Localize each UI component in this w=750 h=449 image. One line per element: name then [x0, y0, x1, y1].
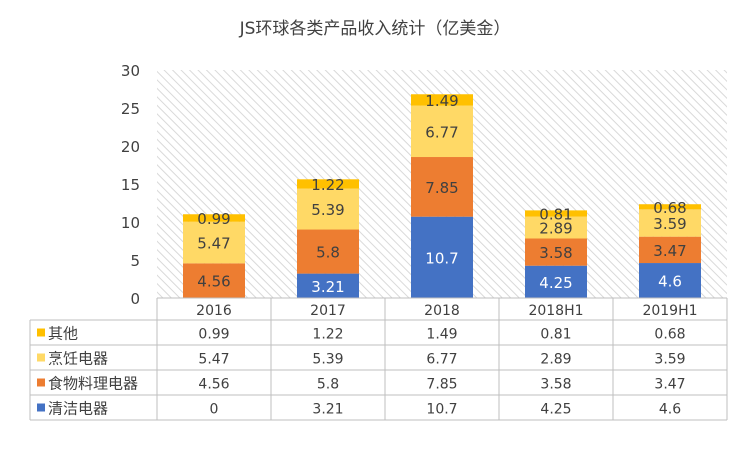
y-tick-label: 25 [121, 100, 140, 118]
bar-value-label: 3.47 [653, 242, 686, 260]
x-category-label: 2018H1 [528, 303, 583, 319]
bar-segment [639, 263, 701, 298]
x-category-label: 2018 [424, 303, 460, 319]
bar-segment [525, 238, 587, 266]
bar-segment [525, 216, 587, 239]
table-cell: 6.77 [426, 352, 457, 368]
table-cell: 0.68 [654, 327, 685, 343]
bar-value-label: 5.8 [316, 244, 340, 262]
bar-value-label: 4.25 [539, 274, 572, 292]
table-cell: 4.56 [198, 377, 229, 393]
table-cell: 3.47 [654, 377, 685, 393]
bar-value-label: 3.58 [539, 244, 572, 262]
bar-value-label: 6.77 [425, 123, 458, 141]
table-cell: 3.21 [312, 402, 343, 418]
bar-value-label: 10.7 [425, 249, 458, 267]
bar-value-label: 5.39 [311, 201, 344, 219]
y-tick-label: 5 [130, 252, 140, 270]
table-cell: 0 [210, 402, 219, 418]
y-tick-label: 30 [121, 62, 140, 80]
bar-segment [525, 210, 587, 217]
bar-segment [411, 94, 473, 106]
bar-value-label: 2.89 [539, 220, 572, 238]
bar-value-label: 4.56 [197, 273, 230, 291]
table-cell: 7.85 [426, 377, 457, 393]
bars-group: 4.56 5.47 0.99 3.21 5.8 5.39 1.22 10.7 7.85 6.77 1… [183, 92, 701, 298]
legend-swatch [37, 403, 45, 412]
table-cell: 5.8 [317, 377, 339, 393]
bar-segment [183, 263, 245, 298]
bar-value-label: 0.81 [539, 205, 572, 223]
legend-label: 清洁电器 [48, 400, 108, 418]
bar-value-label: 4.6 [658, 273, 682, 291]
bar-segment [183, 221, 245, 264]
bar-segment [297, 188, 359, 230]
legend-swatch [37, 353, 45, 362]
table-cell: 0.81 [540, 327, 571, 343]
y-tick-label: 10 [121, 214, 140, 232]
bar-segment [525, 265, 587, 298]
x-category-label: 2019H1 [642, 303, 697, 319]
bar-segment [639, 204, 701, 210]
y-tick-label: 15 [121, 176, 140, 194]
bar-value-label: 5.47 [197, 235, 230, 253]
table-cell: 1.22 [312, 327, 343, 343]
table-cell: 10.7 [426, 402, 457, 418]
table-cell: 1.49 [426, 327, 457, 343]
bar-value-label: 1.49 [425, 92, 458, 110]
bar-segment [297, 229, 359, 274]
bar-value-label: 3.59 [653, 215, 686, 233]
table-cell: 5.39 [312, 352, 343, 368]
bar-segment [297, 179, 359, 189]
y-tick-label: 20 [121, 138, 140, 156]
bar-value-label: 3.21 [311, 278, 344, 296]
bar-segment [411, 157, 473, 217]
table-cell: 3.59 [654, 352, 685, 368]
bar-segment [183, 214, 245, 222]
table-cell: 2.89 [540, 352, 571, 368]
table-cell: 5.47 [198, 352, 229, 368]
legend-swatch [37, 328, 45, 337]
data-table: 2016 2017 2018 2018H1 2019H1 其他 0.99 1.22 1.49 0.… [29, 297, 728, 421]
table-cell: 3.58 [540, 377, 571, 393]
table-cell: 4.25 [540, 402, 571, 418]
bar-segment [639, 236, 701, 264]
table-cell: 0.99 [198, 327, 229, 343]
x-category-label: 2016 [196, 303, 232, 319]
legend-label: 食物料理电器 [48, 375, 138, 393]
bar-value-label: 0.99 [197, 210, 230, 228]
y-tick-label: 0 [130, 290, 140, 308]
bar-value-label: 1.22 [311, 176, 344, 194]
x-category-label: 2017 [310, 303, 346, 319]
y-axis: 0 5 10 15 20 25 30 [121, 62, 140, 308]
table-cell: 4.6 [659, 402, 681, 418]
bar-segment [297, 273, 359, 298]
bar-segment [639, 209, 701, 237]
chart-title: JS环球各类产品收入统计（亿美金） [239, 19, 511, 39]
legend-label: 其他 [48, 325, 78, 343]
bar-value-label: 0.68 [653, 199, 686, 217]
bar-segment [411, 216, 473, 298]
legend-label: 烹饪电器 [48, 350, 108, 368]
legend-swatch [37, 378, 45, 387]
bar-segment [411, 105, 473, 158]
bar-value-label: 7.85 [425, 179, 458, 197]
